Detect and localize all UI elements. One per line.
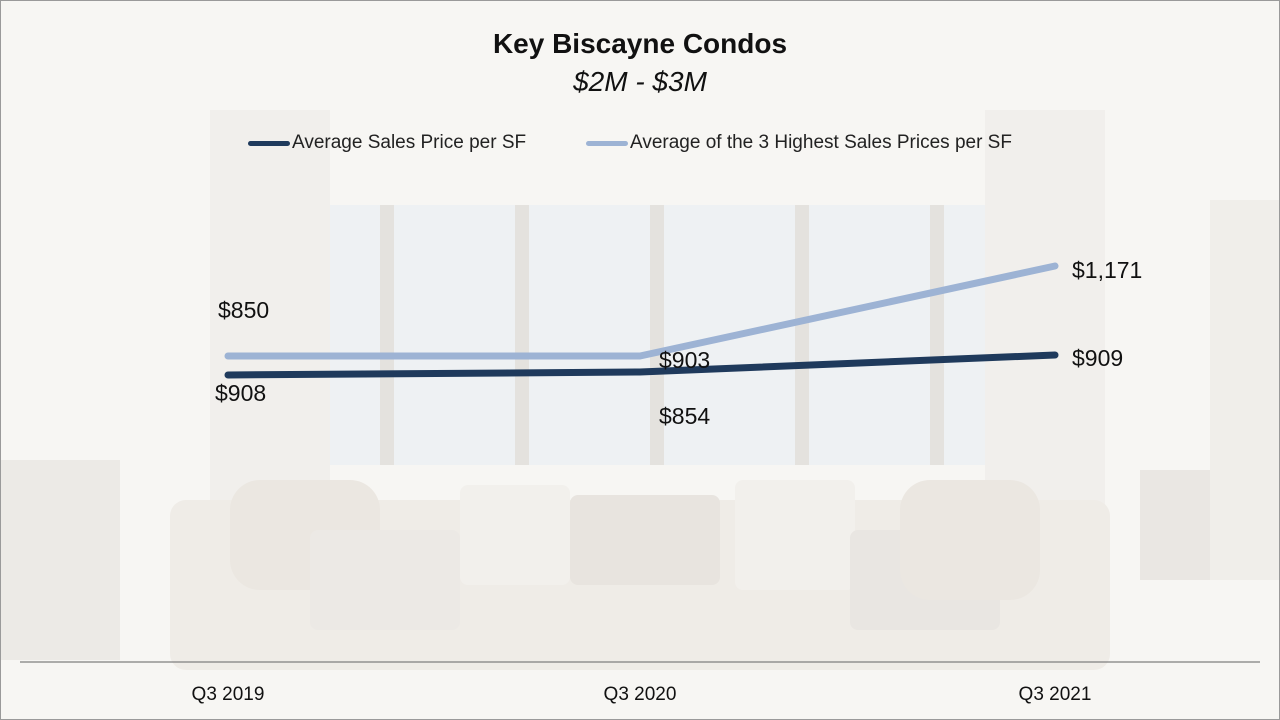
legend-label-average-sales-price: Average Sales Price per SF bbox=[292, 132, 527, 153]
x-tick-label: Q3 2019 bbox=[192, 684, 265, 705]
chart-subtitle: $2M - $3M bbox=[573, 66, 707, 97]
chart-title: Key Biscayne Condos bbox=[492, 28, 788, 59]
data-label-top3-sales-price: $903 bbox=[659, 347, 710, 373]
series-line-average-sales-price bbox=[224, 351, 1059, 379]
legend-swatch-top3-sales-price bbox=[586, 140, 628, 146]
x-tick-label: Q3 2020 bbox=[604, 684, 677, 705]
series-line-top3-sales-price bbox=[224, 262, 1059, 360]
x-tick-label: Q3 2021 bbox=[1019, 684, 1092, 705]
data-label-average-sales-price: $850 bbox=[218, 297, 269, 323]
legend-item-average-sales-price: Average Sales Price per SF bbox=[248, 132, 526, 154]
data-label-top3-sales-price: $908 bbox=[215, 380, 266, 406]
data-label-average-sales-price: $854 bbox=[659, 403, 710, 429]
legend-swatch-average-sales-price bbox=[248, 140, 290, 146]
data-label-average-sales-price: $909 bbox=[1072, 345, 1123, 371]
data-label-top3-sales-price: $1,171 bbox=[1072, 257, 1142, 283]
legend-item-top3-sales-price: Average of the 3 Highest Sales Prices pe… bbox=[586, 132, 1012, 154]
chart-legend: Average Sales Price per SF Average of th… bbox=[0, 132, 1280, 158]
legend-label-top3-sales-price: Average of the 3 Highest Sales Prices pe… bbox=[630, 132, 1012, 153]
